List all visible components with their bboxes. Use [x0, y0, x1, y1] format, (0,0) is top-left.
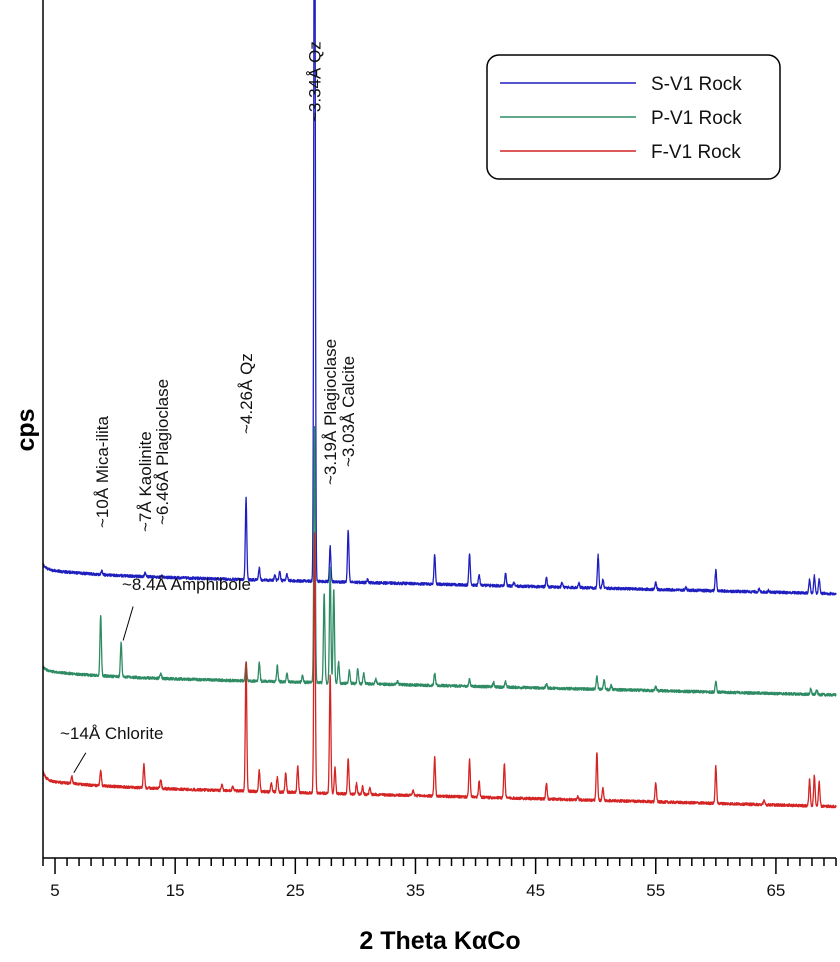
series-line-p-v1-rock	[42, 426, 837, 697]
annotation-label: ~3.34Å Qz	[306, 41, 325, 122]
x-ticks: 5 15 25 35 45 55 65	[42, 858, 837, 900]
annotation-leader	[122, 606, 134, 641]
annotation-label: ~3.19Å Plagioclase	[321, 339, 340, 485]
x-tick-label: 15	[166, 881, 185, 900]
x-axis-title: 2 Theta KαCo	[359, 927, 520, 955]
series-layer	[42, 0, 837, 809]
series-line-f-v1-rock	[42, 532, 837, 809]
annotation-label: ~6.46Å Plagioclase	[153, 379, 172, 525]
annotation-label: ~3.03Å Calcite	[339, 356, 358, 467]
y-axis-title: cps	[12, 408, 40, 451]
series-line-s-v1-rock	[42, 0, 837, 596]
annotation-leader	[73, 752, 87, 773]
legend-label-f-v1: F-V1 Rock	[651, 142, 741, 163]
legend-label-s-v1: S-V1 Rock	[651, 74, 742, 95]
x-tick-label: 65	[766, 881, 785, 900]
annotation-label: ~7Å Kaolinite	[136, 431, 155, 532]
x-tick-label: 25	[286, 881, 305, 900]
annotation-label: ~10Å Mica-ilita	[93, 415, 112, 528]
x-tick-label: 35	[406, 881, 425, 900]
annotations: ~3.34Å Qz ~4.26Å Qz ~10Å Mica-ilita ~7Å Kao…	[60, 41, 358, 773]
x-tick-label: 45	[526, 881, 545, 900]
x-tick-label: 55	[646, 881, 665, 900]
x-tick-label: 5	[50, 881, 59, 900]
annotation-label: ~14Å Chlorite	[60, 724, 163, 743]
annotation-label: ~8.4Å Amphibole	[122, 575, 251, 594]
legend-label-p-v1: P-V1 Rock	[651, 108, 742, 129]
legend: S-V1 Rock P-V1 Rock F-V1 Rock	[486, 54, 781, 180]
annotation-label: ~4.26Å Qz	[237, 353, 256, 434]
